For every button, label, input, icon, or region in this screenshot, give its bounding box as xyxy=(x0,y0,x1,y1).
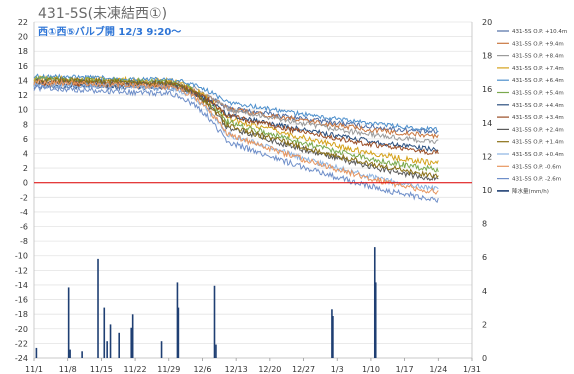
y-left-tick-label: 16 xyxy=(18,62,28,71)
x-tick-label: 11/29 xyxy=(157,365,180,374)
legend-label: 431-5S O.P. +1.4m xyxy=(512,140,564,146)
precip-bar xyxy=(177,307,180,358)
x-tick-label: 12/13 xyxy=(225,365,248,374)
series-line xyxy=(33,78,439,195)
precip-bar xyxy=(97,258,99,358)
legend-label: 431-5S O.P. +7.4m xyxy=(512,66,564,72)
legend-label: 431-5S O.P. +3.4m xyxy=(512,115,564,121)
y-left-tick-label: -12 xyxy=(15,266,28,275)
y-left-tick-label: -6 xyxy=(20,223,28,232)
y-left-tick-label: -2 xyxy=(20,193,28,202)
precip-bar xyxy=(332,316,334,358)
precip-bar xyxy=(69,349,71,358)
chart-title: 431-5S(未凍結西①) xyxy=(38,6,167,22)
x-tick-label: 1/10 xyxy=(362,365,380,374)
y-right-tick-label: 20 xyxy=(482,18,492,27)
temperature-series xyxy=(33,73,439,204)
legend-label: 431-5S O.P. +4.4m xyxy=(512,103,564,109)
precip-bar xyxy=(374,282,377,358)
legend-label-precip: 降水量(mm/h) xyxy=(512,187,549,195)
precip-bar xyxy=(118,332,120,358)
y-left-tick-label: -14 xyxy=(15,281,28,290)
y-right-tick-label: 10 xyxy=(482,186,492,195)
chart-subtitle: 西①西⑤バルブ開 12/3 9:20〜 xyxy=(38,25,181,38)
precip-bar xyxy=(67,287,70,358)
x-tick-label: 1/17 xyxy=(396,365,414,374)
y-right-tick-label: 18 xyxy=(482,52,492,61)
precip-bar xyxy=(131,314,134,358)
y-left-tick-label: -22 xyxy=(15,339,28,348)
y-left-tick-label: -8 xyxy=(20,237,28,246)
precip-bar xyxy=(130,327,133,358)
x-tick-label: 11/8 xyxy=(59,365,77,374)
y-left-tick-label: -4 xyxy=(20,208,28,217)
y-left-tick-label: -20 xyxy=(15,325,28,334)
legend-label: 431-5S O.P. +10.4m xyxy=(512,29,567,35)
legend-label: 431-5S O.P. +8.4m xyxy=(512,54,564,60)
precip-bar xyxy=(35,347,38,358)
precip-bar xyxy=(176,282,179,358)
legend-label: 431-5S O.P. -2.6m xyxy=(512,177,561,183)
y-left-tick-label: 22 xyxy=(18,18,28,27)
y-left-tick-label: 2 xyxy=(23,164,28,173)
y-left-tick-label: 10 xyxy=(18,106,28,115)
series-line xyxy=(33,84,439,204)
legend-label: 431-5S O.P. +5.4m xyxy=(512,91,564,97)
y-right-tick-label: 6 xyxy=(482,253,487,262)
y-left-tick-label: 0 xyxy=(23,179,28,188)
x-tick-label: 12/20 xyxy=(258,365,281,374)
y-right-tick-label: 2 xyxy=(482,320,487,329)
legend-label: 431-5S O.P. +0.4m xyxy=(512,152,564,158)
series-line xyxy=(33,74,439,166)
y-left-tick-label: 20 xyxy=(18,33,28,42)
y-left-tick-label: -16 xyxy=(15,296,28,305)
x-tick-label: 11/15 xyxy=(90,365,113,374)
y-left-tick-label: 4 xyxy=(23,149,28,158)
precip-bar xyxy=(160,341,163,358)
x-tick-label: 11/1 xyxy=(25,365,43,374)
y-right-tick-label: 0 xyxy=(482,354,487,363)
y-left-tick-label: -10 xyxy=(15,252,28,261)
y-left-tick-label: 18 xyxy=(18,47,28,56)
left-axis-ticks: 2220181614121086420-2-4-6-8-10-12-14-16-… xyxy=(15,18,28,363)
precip-bar xyxy=(81,351,83,358)
x-axis-ticks: 11/1 11/8 11/15 11/22 11/29 12/6 12/13 12/20 12/… xyxy=(25,358,481,374)
y-right-tick-label: 4 xyxy=(482,287,487,296)
precip-bar xyxy=(215,344,217,358)
y-left-tick-label: 12 xyxy=(18,91,28,100)
precip-bar xyxy=(373,247,376,358)
y-left-tick-label: 6 xyxy=(23,135,28,144)
x-tick-label: 1/3 xyxy=(331,365,344,374)
precip-bar xyxy=(109,324,112,358)
precip-bar xyxy=(213,285,216,358)
legend-label: 431-5S O.P. +9.4m xyxy=(512,41,564,47)
y-right-tick-label: 8 xyxy=(482,220,487,229)
y-right-tick-label: 14 xyxy=(482,119,492,128)
y-left-tick-label: -18 xyxy=(15,310,28,319)
x-tick-label: 1/31 xyxy=(463,365,481,374)
legend-label: 431-5S O.P. -0.6m xyxy=(512,164,561,170)
x-tick-label: 1/24 xyxy=(429,365,447,374)
legend-label: 431-5S O.P. +6.4m xyxy=(512,78,564,84)
y-left-tick-label: -24 xyxy=(15,354,28,363)
legend-label: 431-5S O.P. +2.4m xyxy=(512,127,564,133)
y-left-tick-label: 8 xyxy=(23,120,28,129)
x-tick-label: 12/6 xyxy=(193,365,211,374)
precip-bar xyxy=(331,309,333,358)
y-right-tick-label: 16 xyxy=(482,85,492,94)
precip-bar xyxy=(106,341,108,358)
x-tick-label: 12/27 xyxy=(292,365,315,374)
precip-bar xyxy=(103,307,106,358)
precipitation-bars xyxy=(35,247,377,358)
x-tick-label: 11/22 xyxy=(124,365,147,374)
legend: 431-5S O.P. +10.4m 431-5S O.P. +9.4m 431-5… xyxy=(497,29,567,195)
y-left-tick-label: 14 xyxy=(18,76,28,85)
y-right-tick-label: 12 xyxy=(482,152,492,161)
series-line xyxy=(33,77,439,182)
